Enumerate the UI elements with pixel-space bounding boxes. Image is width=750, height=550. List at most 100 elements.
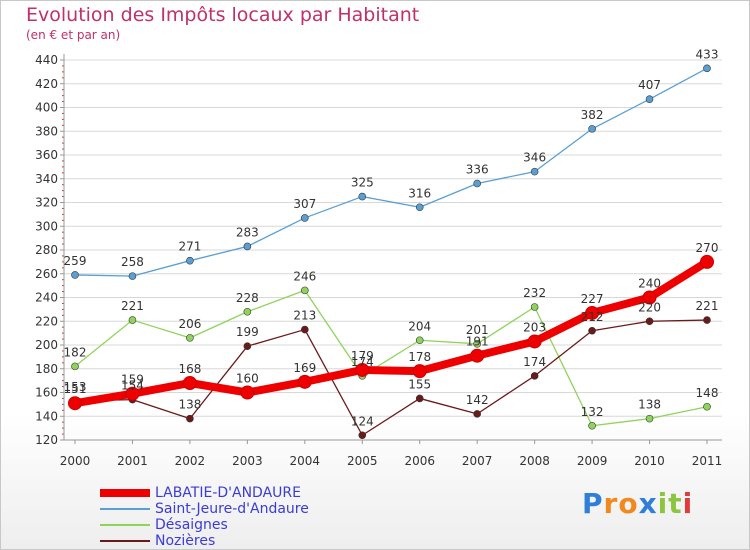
data-label-nozieres-2003: 199 bbox=[236, 325, 259, 339]
legend-item-desaignes: Désaignes bbox=[100, 517, 309, 533]
point-desaignes-2007 bbox=[473, 340, 481, 348]
point-labatie-2009 bbox=[585, 305, 600, 320]
y-tick-label-400: 400 bbox=[35, 101, 58, 115]
data-label-desaignes-2001: 221 bbox=[121, 299, 144, 313]
x-tick-label-2005: 2005 bbox=[347, 454, 378, 468]
data-label-saint-jeure-2003: 283 bbox=[236, 225, 259, 239]
legend-label-saint-jeure: Saint-Jeure-d'Andaure bbox=[155, 501, 309, 517]
point-desaignes-2006 bbox=[415, 336, 424, 345]
data-label-labatie-2010: 240 bbox=[638, 277, 661, 291]
y-tick-label-380: 380 bbox=[35, 124, 58, 138]
legend-swatch-desaignes bbox=[100, 524, 150, 526]
logo-letter: i bbox=[657, 487, 669, 520]
point-nozieres-2008 bbox=[530, 372, 539, 380]
legend-item-labatie: LABATIE-D'ANDAURE bbox=[100, 485, 309, 501]
x-tick-label-2009: 2009 bbox=[577, 454, 608, 468]
x-tick-label-2006: 2006 bbox=[404, 454, 435, 468]
point-saint-jeure-2008 bbox=[530, 167, 539, 176]
y-gridlines bbox=[64, 59, 722, 441]
legend-label-desaignes: Désaignes bbox=[155, 517, 228, 533]
data-label-desaignes-2008: 232 bbox=[523, 286, 546, 300]
data-label-labatie-2000: 151 bbox=[64, 382, 87, 396]
data-label-desaignes-2010: 138 bbox=[638, 398, 661, 412]
data-label-desaignes-2004: 246 bbox=[293, 269, 316, 283]
point-nozieres-2009 bbox=[588, 326, 596, 335]
data-label-saint-jeure-2009: 382 bbox=[581, 108, 604, 122]
point-desaignes-2000 bbox=[71, 362, 79, 371]
chart-title: Evolution des Impôts locaux par Habitant bbox=[26, 4, 420, 26]
logo-letter: o bbox=[618, 487, 639, 520]
data-label-nozieres-2000: 153 bbox=[64, 380, 87, 394]
data-label-nozieres-2006: 155 bbox=[408, 377, 431, 391]
legend-item-saint-jeure: Saint-Jeure-d'Andaure bbox=[100, 501, 309, 517]
data-label-saint-jeure-2010: 407 bbox=[638, 78, 661, 92]
point-labatie-2005 bbox=[355, 362, 370, 377]
series-line-desaignes bbox=[74, 289, 708, 427]
logo-letter: t bbox=[668, 487, 683, 520]
y-tick-label-220: 220 bbox=[35, 314, 58, 328]
data-label-labatie-2008: 203 bbox=[523, 320, 546, 334]
data-label-nozieres-2009: 212 bbox=[581, 310, 604, 324]
point-saint-jeure-2000 bbox=[71, 271, 79, 279]
data-label-desaignes-2009: 132 bbox=[581, 405, 604, 419]
data-label-desaignes-2011: 148 bbox=[696, 386, 719, 400]
point-saint-jeure-2004 bbox=[301, 214, 309, 222]
point-labatie-2008 bbox=[527, 334, 542, 349]
x-tick-label-2010: 2010 bbox=[634, 454, 665, 468]
data-label-saint-jeure-2005: 325 bbox=[351, 176, 374, 190]
point-saint-jeure-2001 bbox=[128, 272, 137, 280]
logo-letter: r bbox=[603, 487, 619, 520]
point-nozieres-2003 bbox=[243, 342, 252, 350]
axes bbox=[60, 54, 722, 444]
y-tick-label-240: 240 bbox=[35, 291, 58, 305]
point-desaignes-2011 bbox=[703, 402, 711, 411]
y-tick-label-160: 160 bbox=[35, 386, 58, 400]
x-tick-label-2007: 2007 bbox=[462, 454, 493, 468]
data-label-saint-jeure-2001: 258 bbox=[121, 255, 144, 269]
data-label-labatie-2007: 191 bbox=[466, 335, 489, 349]
point-desaignes-2002 bbox=[186, 334, 194, 342]
data-label-labatie-2006: 178 bbox=[408, 350, 431, 364]
y-tick-label-340: 340 bbox=[35, 172, 58, 186]
logo-letter: P bbox=[582, 487, 604, 520]
data-label-desaignes-2007: 201 bbox=[466, 323, 489, 337]
data-label-desaignes-2003: 228 bbox=[236, 291, 259, 305]
point-labatie-2006 bbox=[412, 364, 427, 379]
point-desaignes-2001 bbox=[128, 316, 137, 324]
point-nozieres-2010 bbox=[645, 317, 654, 326]
point-nozieres-2006 bbox=[415, 394, 424, 403]
y-tick-label-280: 280 bbox=[35, 243, 58, 257]
data-label-saint-jeure-2011: 433 bbox=[696, 47, 719, 61]
logo-letter: i bbox=[682, 487, 694, 520]
series-line-labatie bbox=[71, 257, 711, 408]
x-tick-label-2002: 2002 bbox=[175, 454, 206, 468]
x-tick-label-2003: 2003 bbox=[232, 454, 263, 468]
data-label-nozieres-2008: 174 bbox=[523, 355, 546, 369]
point-desaignes-2009 bbox=[588, 421, 596, 430]
proxiti-logo: Proxiti bbox=[582, 487, 693, 520]
y-tick-label-440: 440 bbox=[35, 53, 58, 67]
point-labatie-2010 bbox=[642, 290, 657, 305]
point-labatie-2004 bbox=[297, 374, 312, 389]
point-saint-jeure-2011 bbox=[703, 64, 711, 73]
point-nozieres-2004 bbox=[301, 325, 309, 334]
data-label-nozieres-2002: 138 bbox=[178, 398, 201, 412]
legend-swatch-saint-jeure bbox=[100, 508, 150, 510]
point-saint-jeure-2006 bbox=[415, 203, 424, 212]
series-group bbox=[68, 64, 714, 440]
point-nozieres-2002 bbox=[186, 414, 194, 423]
data-label-labatie-2009: 227 bbox=[581, 292, 604, 306]
point-desaignes-2008 bbox=[530, 303, 539, 311]
point-nozieres-2005 bbox=[358, 431, 367, 440]
y-tick-label-360: 360 bbox=[35, 148, 58, 162]
point-labatie-2002 bbox=[182, 376, 197, 390]
point-saint-jeure-2005 bbox=[358, 192, 367, 201]
data-label-nozieres-2011: 221 bbox=[696, 299, 719, 313]
series-line-saint-jeure bbox=[74, 67, 708, 277]
point-labatie-2001 bbox=[125, 386, 140, 401]
y-tick-label-260: 260 bbox=[35, 267, 58, 281]
point-labatie-2007 bbox=[470, 348, 485, 363]
y-tick-label-180: 180 bbox=[35, 362, 58, 376]
data-label-saint-jeure-2006: 316 bbox=[408, 186, 431, 200]
